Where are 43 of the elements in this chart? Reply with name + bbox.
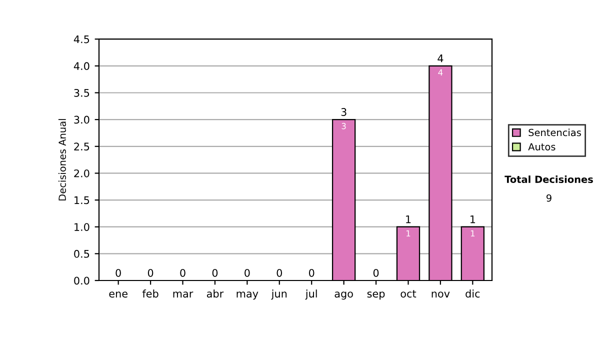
total-label: 0 — [308, 268, 314, 277]
x-tick-label: mar — [173, 292, 194, 298]
total-label: 0 — [276, 268, 282, 277]
x-tick-label: ago — [334, 292, 353, 300]
x-tick-label: oct — [400, 290, 416, 298]
x-tick-label: dic — [466, 290, 480, 298]
x-tick-label: abr — [206, 290, 224, 298]
total-label: 4 — [438, 54, 444, 62]
text: 2.0 — [74, 169, 90, 178]
text: 3.5 — [74, 88, 90, 97]
text: 1.5 — [74, 196, 90, 204]
x-tick-label: sep — [367, 292, 385, 300]
x-tick-label: ene — [109, 292, 128, 298]
legend-label: Autos — [528, 143, 556, 150]
x-tick-label: jun — [271, 290, 287, 300]
data-label: 1 — [470, 230, 475, 236]
legend-label: Sentencias — [528, 128, 581, 136]
y-axis-title: Decisiones Anual — [58, 119, 66, 200]
total-label: 0 — [244, 268, 250, 277]
x-tick-label: feb — [142, 290, 158, 298]
data-label: 3 — [342, 122, 346, 130]
total-label: 1 — [470, 215, 476, 224]
total-label: 0 — [148, 268, 154, 277]
total-label: 0 — [212, 268, 218, 277]
x-tick-label: nov — [432, 292, 450, 298]
text: 9 — [546, 194, 552, 202]
text: 3.0 — [74, 116, 90, 124]
x-tick-label: jul — [305, 290, 317, 300]
total-label: 1 — [406, 215, 411, 224]
text: Total Decisiones — [504, 175, 593, 184]
total-label: 0 — [180, 268, 186, 277]
total-label: 3 — [341, 108, 346, 116]
data-label: 4 — [438, 69, 443, 76]
text: 4.5 — [74, 35, 90, 44]
text: 0.0 — [74, 276, 90, 285]
text: 0.5 — [74, 250, 90, 258]
total-label: 0 — [116, 268, 121, 277]
text: 4.0 — [74, 62, 90, 70]
text: 1.0 — [74, 223, 90, 231]
x-tick-label: may — [236, 292, 258, 300]
text: 2.5 — [74, 142, 90, 150]
data-label: 1 — [406, 230, 410, 236]
total-label: 0 — [373, 268, 379, 277]
